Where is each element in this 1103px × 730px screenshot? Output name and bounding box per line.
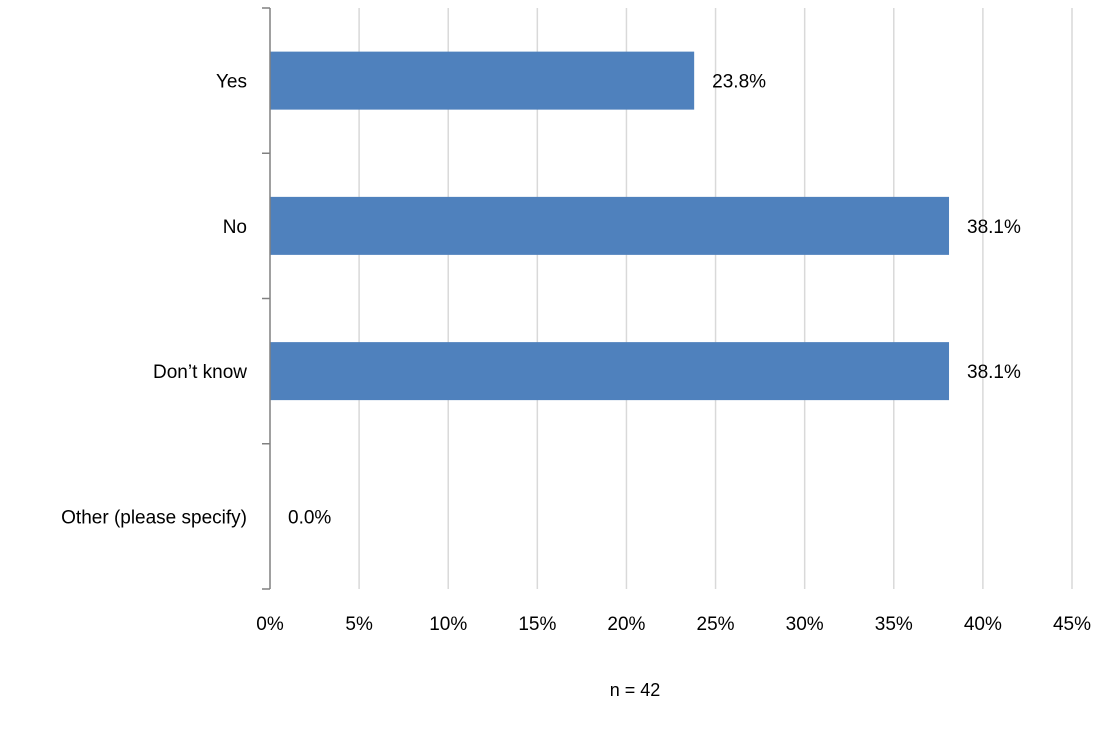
x-tick-label: 5%	[345, 614, 373, 635]
x-tick-label: 20%	[607, 614, 645, 635]
x-tick-label: 45%	[1053, 614, 1091, 635]
labels: 0% 5% 10% 15% 20% 25% 30% 35% 40% 45% Yes 23.8% No 38…	[61, 72, 1091, 635]
bar	[270, 196, 950, 255]
category-label: Yes	[216, 72, 247, 93]
data-label: 38.1%	[967, 362, 1021, 383]
x-tick-label: 15%	[518, 614, 556, 635]
data-label: 38.1%	[967, 217, 1021, 238]
sample-size-note: n = 42	[610, 680, 661, 700]
x-tick-label: 40%	[964, 614, 1002, 635]
x-tick-label: 35%	[875, 614, 913, 635]
category-label: Other (please specify)	[61, 507, 247, 528]
x-tick-label: 30%	[786, 614, 824, 635]
x-tick-label: 25%	[697, 614, 735, 635]
category-label: No	[223, 217, 247, 238]
data-label: 23.8%	[712, 72, 766, 93]
x-tick-label: 10%	[429, 614, 467, 635]
category-label: Don’t know	[153, 362, 247, 383]
axes	[262, 7, 271, 590]
bar	[270, 342, 950, 401]
bars	[270, 51, 950, 401]
x-tick-label: 0%	[256, 614, 284, 635]
data-label: 0.0%	[288, 507, 331, 528]
bar	[270, 51, 695, 110]
